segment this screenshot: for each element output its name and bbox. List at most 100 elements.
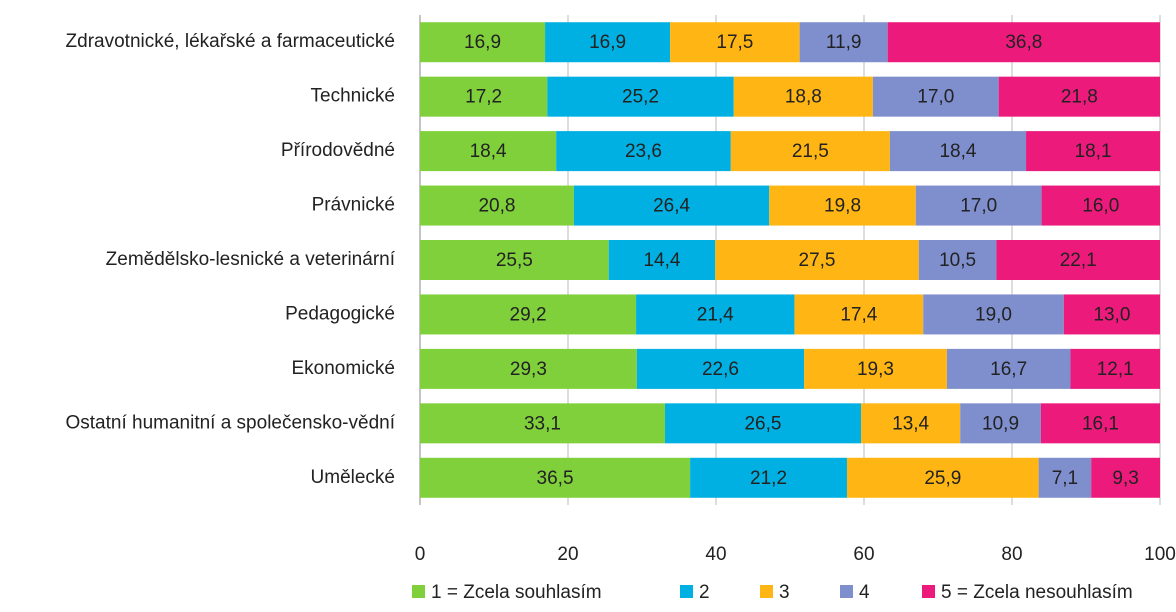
bar-segment — [715, 240, 919, 280]
bar-segment — [670, 22, 800, 63]
data-label: 27,5 — [799, 250, 836, 271]
data-label: 10,5 — [939, 250, 976, 271]
data-label: 18,4 — [470, 141, 507, 162]
data-label: 16,9 — [464, 32, 501, 53]
legend-swatch — [922, 585, 935, 598]
data-label: 21,2 — [750, 468, 787, 489]
y-tick-label: Zdravotnické, lékařské a farmaceutické — [66, 31, 395, 52]
data-label: 26,4 — [653, 196, 690, 217]
bar-segment — [733, 76, 873, 117]
y-tick-label: Zemědělsko-lesnické a veterinární — [106, 249, 396, 270]
data-label: 22,1 — [1060, 250, 1097, 271]
bar-segment — [794, 294, 924, 335]
bar-segment — [1070, 348, 1160, 389]
bar-segment — [769, 185, 916, 226]
bar-segment — [556, 131, 731, 172]
bar-segment — [915, 185, 1042, 226]
legend-swatch — [680, 585, 693, 598]
bar-segment — [420, 294, 637, 335]
bar-segment — [1063, 294, 1160, 335]
bar-segment — [547, 76, 734, 117]
data-label: 21,8 — [1061, 87, 1098, 108]
data-label: 21,5 — [792, 141, 829, 162]
bar-segment — [889, 131, 1027, 172]
bar-segment — [608, 240, 716, 280]
bar-segment — [861, 403, 961, 444]
bar-segment — [1041, 185, 1160, 226]
data-label: 17,0 — [917, 87, 954, 108]
data-label: 19,3 — [857, 359, 894, 380]
data-label: 36,5 — [537, 468, 574, 489]
x-tick-label: 20 — [557, 544, 578, 565]
data-label: 19,0 — [975, 304, 1012, 325]
bar-segment — [420, 185, 574, 226]
bar-segment — [1040, 403, 1160, 444]
data-label: 10,9 — [982, 413, 1019, 434]
data-label: 20,8 — [478, 196, 515, 217]
legend-label: 4 — [859, 582, 870, 603]
data-label: 23,6 — [625, 141, 662, 162]
bar-segment — [420, 348, 637, 389]
bar-segment — [1026, 131, 1160, 172]
bar-segment — [846, 457, 1039, 498]
y-tick-label: Umělecké — [311, 467, 395, 488]
data-label: 14,4 — [643, 250, 680, 271]
bar-segment — [420, 76, 548, 117]
bar-segment — [730, 131, 890, 172]
bar-segment — [636, 348, 805, 389]
bar-segment — [420, 131, 557, 172]
bar-segment — [804, 348, 947, 389]
data-label: 18,4 — [939, 141, 976, 162]
data-label: 18,1 — [1075, 141, 1112, 162]
data-label: 13,4 — [892, 413, 929, 434]
legend-label: 3 — [779, 582, 790, 603]
legend-label: 1 = Zcela souhlasím — [431, 582, 602, 603]
data-label: 16,7 — [990, 359, 1027, 380]
bar-segment — [420, 240, 609, 280]
bar-segment — [573, 185, 770, 226]
data-label: 17,2 — [465, 87, 502, 108]
legend-swatch — [840, 585, 853, 598]
data-label: 25,2 — [622, 87, 659, 108]
bar-segment — [545, 22, 671, 63]
data-label: 19,8 — [824, 196, 861, 217]
bar-segment — [1038, 457, 1092, 498]
data-label: 17,4 — [840, 304, 877, 325]
legend-label: 5 = Zcela nesouhlasím — [941, 582, 1133, 603]
bar-segment — [872, 76, 999, 117]
bar-segment — [918, 240, 997, 280]
y-tick-label: Pedagogické — [285, 303, 395, 324]
data-label: 29,2 — [510, 304, 547, 325]
data-label: 17,5 — [716, 32, 753, 53]
bar-segment — [420, 457, 691, 498]
x-tick-label: 60 — [853, 544, 874, 565]
y-tick-label: Přírodovědné — [281, 140, 395, 161]
bar-segment — [923, 294, 1064, 335]
data-label: 11,9 — [826, 32, 862, 53]
data-label: 22,6 — [702, 359, 739, 380]
bar-segment — [946, 348, 1071, 389]
data-label: 16,9 — [589, 32, 626, 53]
y-tick-label: Ostatní humanitní a společensko-vědní — [65, 412, 395, 433]
bar-segment — [998, 76, 1160, 117]
y-tick-label: Právnické — [312, 195, 395, 216]
data-label: 21,4 — [697, 304, 734, 325]
bar-segment — [636, 294, 795, 335]
data-label: 13,0 — [1093, 304, 1130, 325]
bar-segment — [960, 403, 1041, 444]
x-tick-label: 40 — [705, 544, 726, 565]
legend-label: 2 — [699, 582, 710, 603]
bar-segment — [887, 22, 1160, 63]
data-label: 9,3 — [1112, 468, 1138, 489]
bar-segment — [664, 403, 862, 444]
data-label: 17,0 — [960, 196, 997, 217]
data-label: 33,1 — [524, 413, 561, 434]
x-tick-label: 80 — [1001, 544, 1022, 565]
y-tick-label: Ekonomické — [292, 358, 396, 379]
bar-segment — [420, 403, 665, 444]
bar-segment — [996, 240, 1160, 280]
bar-segment — [420, 22, 546, 63]
data-label: 7,1 — [1052, 468, 1078, 489]
legend-swatch — [760, 585, 773, 598]
data-label: 25,5 — [496, 250, 533, 271]
